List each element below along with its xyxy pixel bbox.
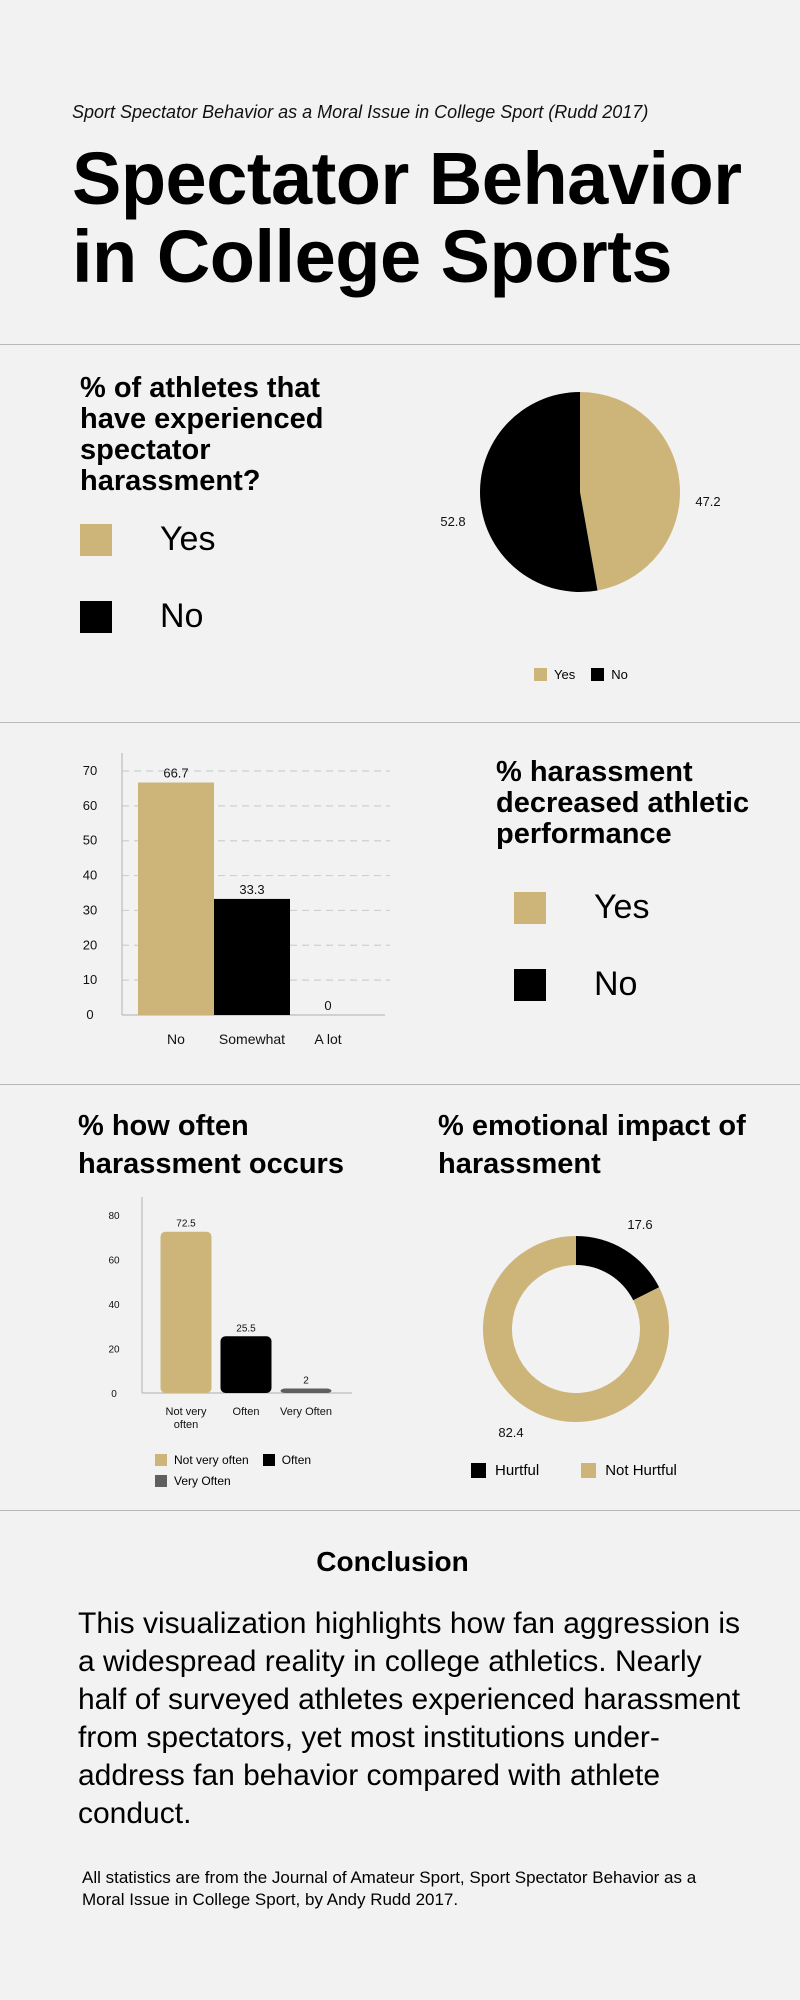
bar-value-label: 2 [303,1376,309,1387]
data-label-not-hurtful: 82.4 [498,1425,523,1440]
donut-legend: Hurtful Not Hurtful [471,1462,677,1479]
source-note: All statistics are from the Journal of A… [82,1868,697,1909]
performance-key: Yes No [514,888,649,1004]
bar-often [220,1336,272,1393]
legend-swatch-yes [534,668,547,681]
key-label: Yes [160,520,216,558]
x-tick-label: Not very [166,1406,207,1418]
y-tick-label: 40 [83,868,97,883]
performance-bar-chart: 0 10 20 30 40 50 60 70 66.7 No 33.3 Somewhat 0 A lot [83,753,390,1047]
pie-legend: Yes No [534,667,628,682]
emotional-impact-title: % emotional impact of harassment [438,1110,746,1180]
y-tick-label: 60 [108,1256,120,1267]
yes-swatch [514,891,546,924]
y-tick-label: 30 [83,902,97,917]
key-label: Yes [594,888,650,926]
x-tick-label: No [167,1031,185,1047]
harassment-pie-chart: 47.2 52.8 [440,392,721,592]
key-item-yes: Yes [80,520,215,559]
no-swatch [514,968,546,1001]
y-tick-label: 10 [83,972,97,987]
y-tick-label: 80 [108,1211,120,1222]
legend-label-hurtful: Hurtful [495,1462,540,1479]
key-item-yes: Yes [514,888,649,927]
legend-label: Often [281,1453,312,1467]
x-tick-label: A lot [314,1031,341,1047]
legend-label: Very Often [174,1474,231,1488]
y-tick-label: 50 [83,833,97,848]
report-subtitle: Sport Spectator Behavior as a Moral Issu… [72,102,649,122]
legend-swatch-very-often [155,1475,167,1487]
key-item-no: No [514,965,649,1004]
harassment-key: Yes No [80,520,215,636]
legend-swatch-not-hurtful [581,1463,597,1478]
pie-slice-yes [580,392,680,591]
legend-swatch-no [591,668,605,681]
legend-swatch-often [262,1454,275,1466]
x-tick-label: Often [233,1406,260,1418]
bar-very-often [280,1388,332,1393]
frequency-title: % how often harassment occurs [78,1110,344,1180]
data-label-no: 52.8 [440,514,465,529]
legend-swatch-not-very-often [155,1454,167,1466]
x-tick-label: often [174,1419,198,1431]
pie-slice-not-hurtful [483,1236,669,1422]
bar-value-label: 72.5 [176,1219,196,1230]
key-label: No [594,965,638,1003]
section-divider [0,344,800,345]
y-tick-label: 40 [108,1300,120,1311]
frequency-legend: Not very often Often Very Often [155,1453,311,1488]
harassment-experience-question: % of athletes that have experienced spec… [80,372,324,497]
section-divider [0,722,800,723]
y-tick-label: 70 [83,763,97,778]
pie-slice-hurtful [576,1236,660,1301]
legend-swatch-hurtful [471,1463,486,1478]
x-tick-label: Somewhat [219,1031,285,1047]
bar-somewhat [214,898,290,1015]
key-item-no: No [80,597,215,636]
section-divider [0,1510,800,1511]
legend-label: Not very often [174,1453,249,1467]
x-tick-label: Very Often [280,1406,332,1418]
no-swatch [80,600,112,633]
bar-value-label: 33.3 [239,882,264,897]
key-label: No [160,597,204,635]
data-label-hurtful: 17.6 [627,1217,652,1232]
legend-label-not-hurtful: Not Hurtful [605,1462,677,1479]
pie-slice-no [480,392,598,592]
bar-not-very-often [160,1231,212,1393]
yes-swatch [80,523,112,556]
legend-label-yes: Yes [554,667,576,682]
conclusion-body: This visualization highlights how fan ag… [78,1607,741,1830]
y-tick-label: 0 [111,1389,117,1400]
bar-no [138,782,214,1015]
performance-question: % harassment decreased athletic performa… [496,756,750,850]
y-tick-label: 60 [83,798,97,813]
emotional-impact-donut-chart: 17.6 82.4 [483,1217,669,1440]
conclusion-title: Conclusion [316,1546,469,1577]
bar-value-label: 66.7 [163,766,188,781]
bar-value-label: 25.5 [236,1323,256,1334]
legend-label-no: No [611,667,628,682]
y-tick-label: 0 [86,1007,93,1022]
y-tick-label: 20 [83,937,97,952]
section-divider [0,1084,800,1085]
page-title: Spectator Behavior in College Sports [72,137,742,298]
y-tick-label: 20 [108,1345,120,1356]
bar-value-label: 0 [324,998,331,1013]
data-label-yes: 47.2 [695,494,720,509]
